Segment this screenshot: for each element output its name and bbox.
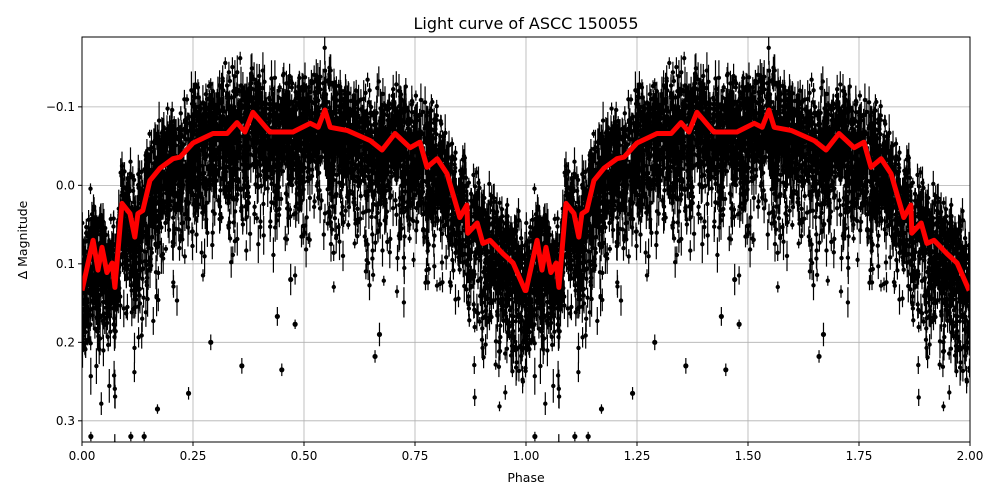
- outlier-point: [88, 433, 94, 440]
- outlier-point: [683, 363, 689, 369]
- outlier-point: [598, 406, 605, 412]
- binned-curve: [82, 107, 970, 293]
- x-axis-label: Phase: [507, 470, 545, 485]
- outlier-point: [154, 406, 161, 412]
- x-tick-label: 0.75: [402, 449, 429, 463]
- outlier-point: [629, 390, 636, 396]
- outlier-point: [128, 433, 134, 440]
- outlier-point: [572, 433, 578, 440]
- outlier-point: [288, 276, 294, 283]
- y-tick-label: 0.1: [56, 257, 75, 271]
- outlier-point: [376, 331, 383, 338]
- x-tick-label: 0.00: [69, 449, 96, 463]
- y-axis-label: Δ Magnitude: [15, 200, 30, 279]
- y-tick-label: 0.0: [56, 178, 75, 192]
- outlier-point: [292, 321, 298, 327]
- outlier-point: [141, 433, 147, 440]
- x-tick-label: 1.00: [513, 449, 540, 463]
- y-tick-label: −0.1: [46, 100, 75, 114]
- outlier-point: [532, 433, 538, 440]
- outlier-point: [585, 433, 591, 440]
- outlier-point: [820, 331, 827, 338]
- data-points: [82, 37, 970, 442]
- chart-title: Light curve of ASCC 150055: [413, 14, 638, 33]
- outlier-point: [718, 313, 724, 320]
- outlier-point: [274, 313, 280, 320]
- outlier-point: [652, 339, 658, 345]
- binned-curve-line: [82, 107, 970, 293]
- x-tick-label: 2.00: [957, 449, 984, 463]
- x-tick-label: 1.75: [846, 449, 873, 463]
- point-markers: [82, 45, 970, 442]
- outlier-point: [723, 367, 729, 373]
- outlier-point: [372, 353, 378, 360]
- x-tick-label: 0.25: [180, 449, 207, 463]
- x-tick-label: 0.50: [291, 449, 318, 463]
- outlier-point: [736, 321, 742, 327]
- outlier-point: [185, 390, 192, 396]
- y-tick-label: 0.2: [56, 335, 75, 349]
- x-axis: 0.00 0.25 0.50 0.75 1.00 1.25 1.50 1.75 2.00: [69, 442, 984, 463]
- outlier-point: [208, 339, 214, 345]
- outlier-point: [279, 367, 285, 373]
- outlier-point: [816, 353, 822, 360]
- outlier-point: [732, 276, 738, 283]
- x-tick-label: 1.25: [624, 449, 651, 463]
- y-tick-label: 0.3: [56, 414, 75, 428]
- y-axis: −0.1 0.0 0.1 0.2 0.3: [46, 100, 82, 428]
- x-tick-label: 1.50: [735, 449, 762, 463]
- outlier-point: [239, 363, 245, 369]
